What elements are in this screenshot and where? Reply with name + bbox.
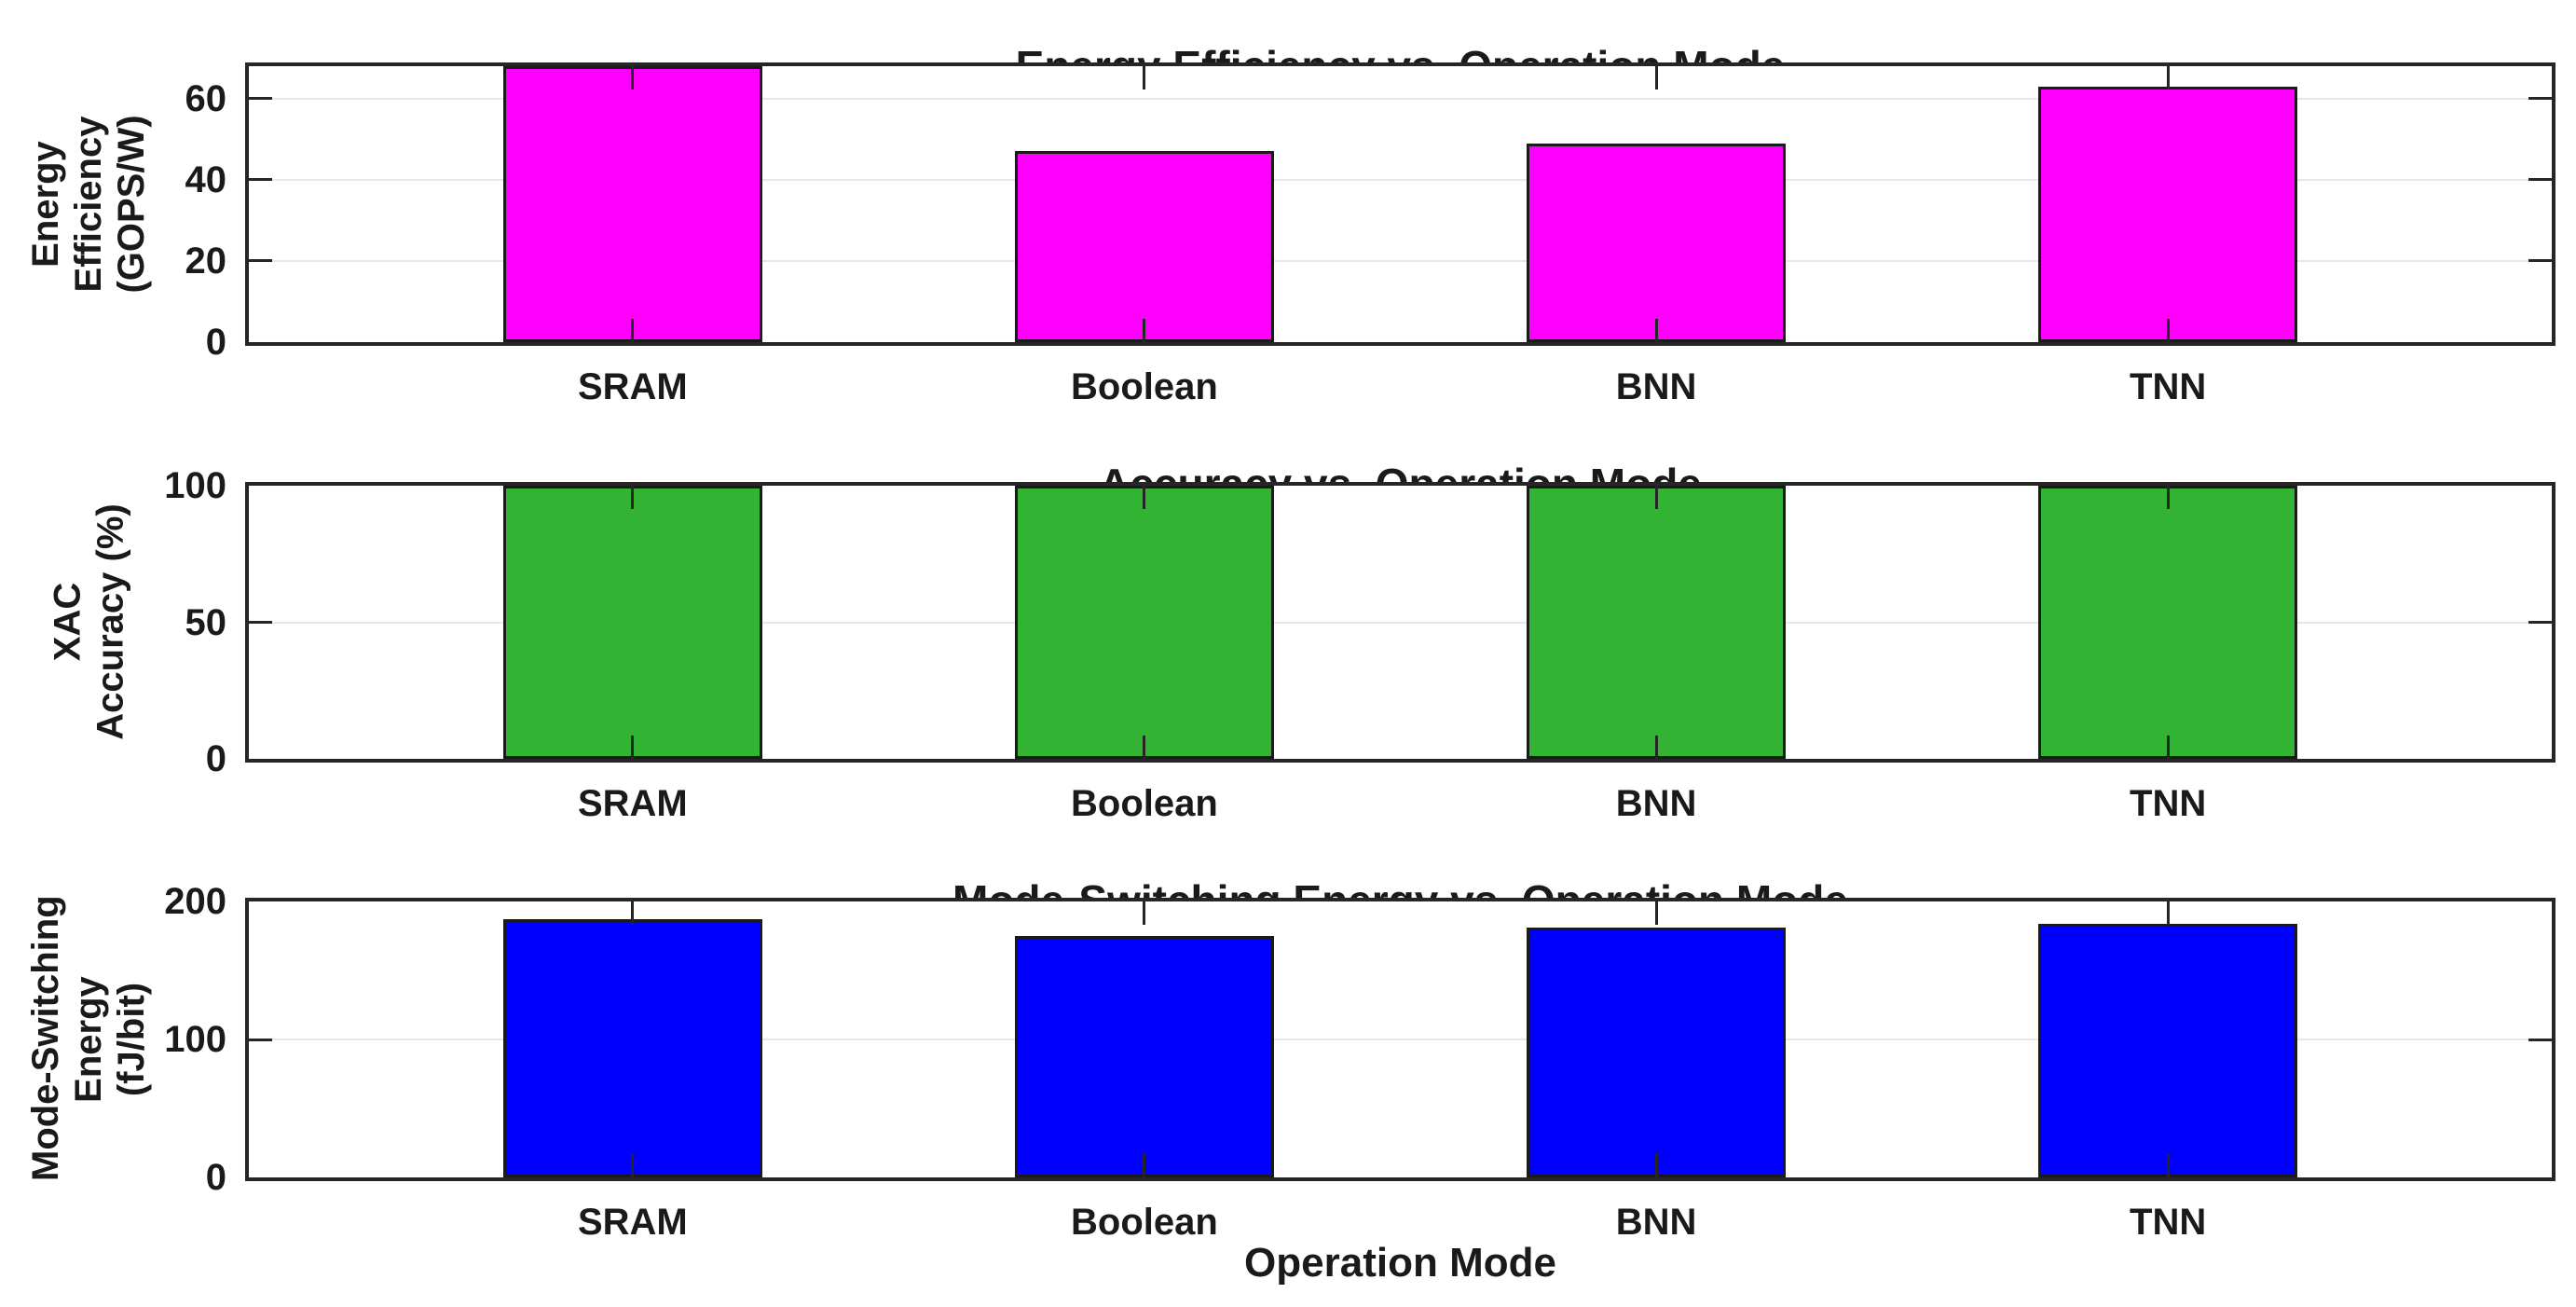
x-tick-top-tnn (2166, 486, 2170, 509)
x-tick-top-boolean (1143, 66, 1146, 89)
x-tick-top-bnn (1654, 66, 1658, 89)
y-tick-label-100: 100 (164, 1019, 226, 1060)
x-tick-label-bnn: BNN (1615, 366, 1697, 407)
x-tick-bottom-bnn (1654, 1154, 1658, 1177)
x-tick-label-bnn: BNN (1615, 1202, 1697, 1243)
gridline-y40 (249, 178, 2552, 181)
bar-tnn (2038, 87, 2298, 342)
y-tick-label-200: 200 (164, 881, 226, 922)
x-tick-top-tnn (2166, 901, 2170, 925)
x-tick-bottom-bnn (1654, 736, 1658, 759)
y-tick-label-0: 0 (205, 1157, 226, 1198)
gridline-y60 (249, 97, 2552, 100)
x-tick-bottom-boolean (1143, 319, 1146, 342)
x-tick-label-tnn: TNN (2130, 783, 2207, 824)
gridline-y50 (249, 621, 2552, 624)
x-tick-label-boolean: Boolean (1071, 366, 1218, 407)
bar-bnn (1527, 144, 1787, 342)
plot-area (245, 482, 2555, 763)
bar-bnn (1527, 486, 1787, 759)
x-tick-bottom-tnn (2166, 736, 2170, 759)
x-tick-label-tnn: TNN (2130, 366, 2207, 407)
plot-area (245, 62, 2555, 346)
x-tick-top-sram (631, 66, 635, 89)
y-tick-left-60 (249, 97, 272, 101)
plot-area (245, 898, 2555, 1181)
y-tick-right-60 (2528, 97, 2552, 101)
x-tick-top-boolean (1143, 901, 1146, 925)
x-tick-top-bnn (1654, 486, 1658, 509)
x-tick-label-sram: SRAM (577, 783, 688, 824)
x-tick-bottom-tnn (2166, 319, 2170, 342)
y-tick-label-0: 0 (205, 738, 226, 779)
bar-sram (502, 919, 762, 1177)
y-tick-label-20: 20 (185, 240, 227, 282)
x-tick-bottom-tnn (2166, 1154, 2170, 1177)
gridline-y100 (249, 1039, 2552, 1040)
y-tick-label-100: 100 (164, 465, 226, 506)
y-tick-label-40: 40 (185, 158, 227, 200)
x-tick-label-boolean: Boolean (1071, 783, 1218, 824)
y-tick-left-40 (249, 178, 272, 182)
x-tick-label-boolean: Boolean (1071, 1202, 1218, 1243)
bar-boolean (1014, 936, 1274, 1177)
bar-tnn (2038, 486, 2298, 759)
bar-bnn (1527, 928, 1787, 1177)
x-tick-bottom-sram (631, 1154, 635, 1177)
y-tick-right-100 (2528, 1038, 2552, 1041)
bar-tnn (2038, 924, 2298, 1177)
x-tick-label-tnn: TNN (2130, 1202, 2207, 1243)
x-tick-bottom-boolean (1143, 1154, 1146, 1177)
x-tick-top-tnn (2166, 66, 2170, 89)
x-tick-top-bnn (1654, 901, 1658, 925)
y-tick-right-50 (2528, 621, 2552, 624)
x-tick-bottom-sram (631, 319, 635, 342)
bar-sram (502, 486, 762, 759)
y-tick-left-20 (249, 259, 272, 263)
y-tick-right-20 (2528, 259, 2552, 263)
y-tick-label-0: 0 (205, 322, 226, 363)
y-tick-left-100 (249, 1038, 272, 1041)
x-axis-label: Operation Mode (1244, 1240, 1556, 1286)
x-tick-top-boolean (1143, 486, 1146, 509)
gridline-y20 (249, 259, 2552, 262)
bar-sram (502, 66, 762, 342)
x-tick-bottom-sram (631, 736, 635, 759)
x-tick-label-sram: SRAM (577, 1202, 688, 1243)
x-tick-bottom-boolean (1143, 736, 1146, 759)
x-tick-top-sram (631, 901, 635, 925)
x-tick-label-bnn: BNN (1615, 783, 1697, 824)
bar-boolean (1014, 151, 1274, 342)
x-tick-top-sram (631, 486, 635, 509)
y-tick-label-60: 60 (185, 77, 227, 119)
y-tick-left-50 (249, 621, 272, 624)
bar-boolean (1014, 486, 1274, 759)
y-tick-label-50: 50 (185, 601, 227, 643)
x-tick-bottom-bnn (1654, 319, 1658, 342)
y-tick-right-40 (2528, 178, 2552, 182)
x-tick-label-sram: SRAM (577, 366, 688, 407)
